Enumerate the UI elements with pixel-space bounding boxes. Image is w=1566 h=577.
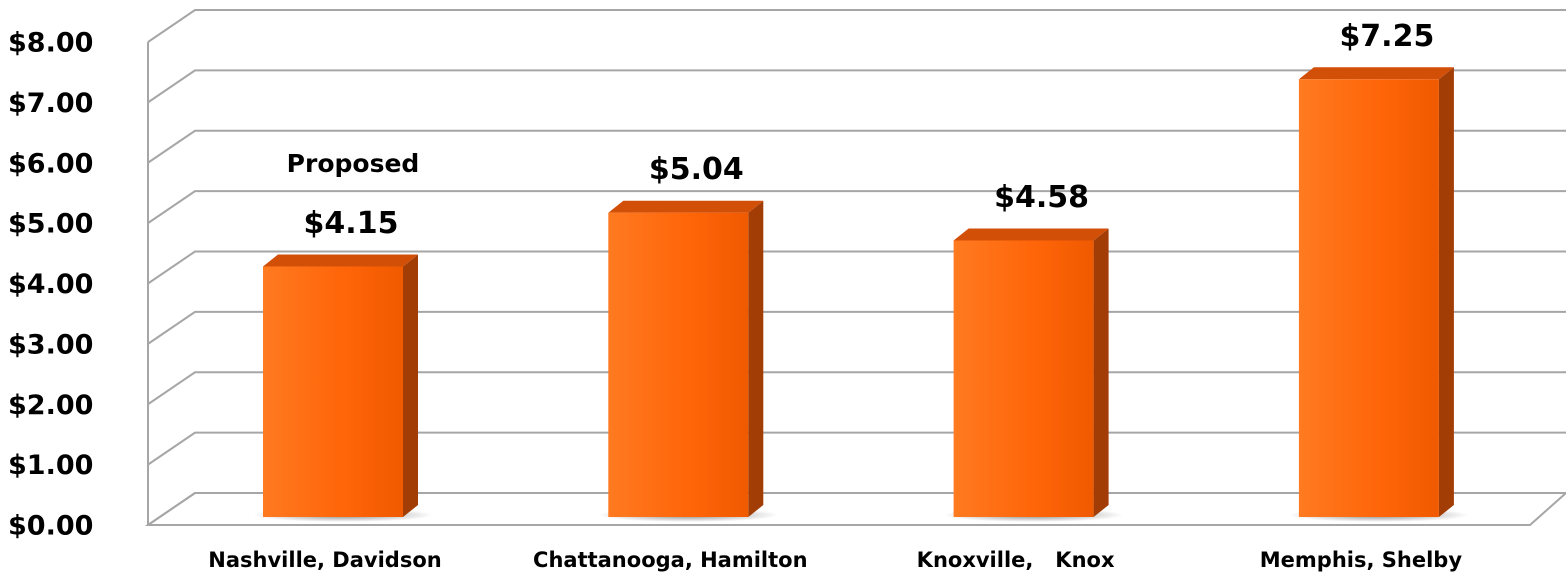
bar-side: [1438, 67, 1454, 517]
y-tick-label: $5.00: [8, 209, 93, 240]
bar-side: [748, 200, 764, 517]
y-tick-label: $0.00: [8, 511, 93, 542]
grid-line: [147, 69, 1566, 104]
bar: [263, 266, 403, 517]
y-tick-label: $6.00: [8, 148, 93, 179]
grid-line: [147, 371, 1566, 406]
bar-side: [1093, 228, 1109, 518]
bar: [953, 240, 1094, 518]
grid-line: [147, 310, 1566, 345]
grid-line: [147, 129, 1566, 164]
value-label: $4.58: [994, 180, 1089, 215]
grid-line: [147, 250, 1566, 285]
value-label: $7.25: [1339, 19, 1434, 54]
grid-line: [147, 492, 1566, 526]
bar-top: [608, 200, 764, 213]
bar-side: [403, 254, 418, 517]
value-label: $5.04: [649, 152, 744, 187]
x-tick-label: Chattanooga, Hamilton: [533, 548, 808, 572]
bar-top: [1298, 67, 1454, 80]
bar: [1298, 79, 1439, 517]
x-tick-label: Nashville, Davidson: [208, 548, 441, 572]
bar-top: [953, 228, 1109, 241]
y-tick-label: $4.00: [8, 269, 93, 300]
y-tick-label: $8.00: [8, 28, 93, 59]
x-tick-label: Knoxville, Knox: [917, 548, 1115, 572]
grid-line: [147, 431, 1566, 466]
y-tick-label: $7.00: [8, 88, 93, 119]
bar: [608, 212, 749, 517]
annotation: Proposed: [287, 149, 420, 178]
value-label: $4.15: [304, 206, 399, 241]
y-tick-label: $2.00: [8, 390, 93, 421]
bar-top: [263, 254, 418, 267]
y-tick-label: $3.00: [8, 329, 93, 360]
y-tick-label: $1.00: [8, 450, 93, 481]
grid-line: [147, 9, 1566, 43]
x-tick-label: Memphis, Shelby: [1260, 548, 1463, 572]
grid-line: [147, 190, 1566, 224]
